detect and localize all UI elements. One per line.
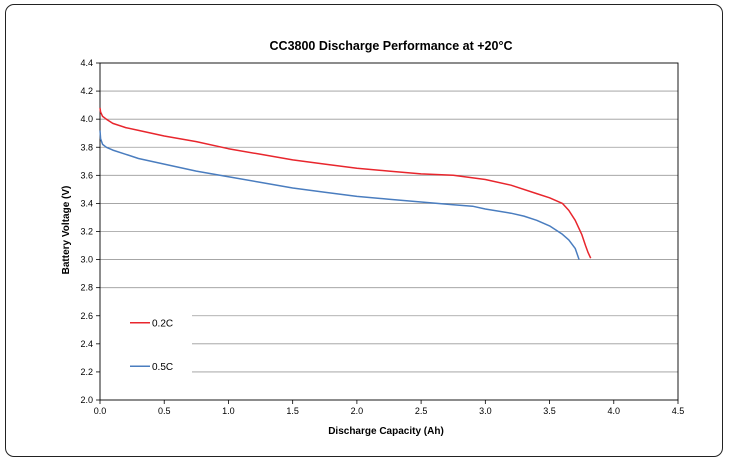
y-tick-label: 2.4 xyxy=(80,339,93,349)
chart-title: CC3800 Discharge Performance at +20°C xyxy=(270,39,513,53)
y-tick-label: 3.6 xyxy=(80,170,93,180)
x-tick-label: 4.5 xyxy=(672,406,685,416)
y-tick-label: 2.8 xyxy=(80,283,93,293)
y-tick-label: 2.6 xyxy=(80,311,93,321)
y-tick-label: 4.4 xyxy=(80,58,93,68)
y-tick-label: 2.2 xyxy=(80,367,93,377)
x-tick-label: 3.5 xyxy=(543,406,556,416)
series-line-0-5c xyxy=(99,130,580,260)
x-tick-label: 4.0 xyxy=(608,406,621,416)
x-tick-label: 2.5 xyxy=(415,406,428,416)
legend-label: 0.2C xyxy=(152,318,173,329)
series-line-0-2c xyxy=(99,107,592,259)
x-tick-label: 1.0 xyxy=(222,406,235,416)
x-tick-label: 2.0 xyxy=(351,406,364,416)
tick-layer: 2.0 2.2 2.4 2.6 2.8 3.0 3.2 3.4 3.6 3.8 4.0 4.2 4.4 0… xyxy=(80,58,684,416)
y-tick-label: 4.0 xyxy=(80,114,93,124)
y-tick-label: 2.0 xyxy=(80,395,93,405)
x-tick-label: 3.0 xyxy=(479,406,492,416)
y-tick-label: 3.2 xyxy=(80,227,93,237)
y-tick-label: 3.0 xyxy=(80,255,93,265)
x-tick-label: 0.5 xyxy=(158,406,171,416)
x-axis-label: Discharge Capacity (Ah) xyxy=(328,426,444,437)
chart-svg: CC3800 Discharge Performance at +20°C 2.… xyxy=(61,39,684,437)
x-tick-label: 1.5 xyxy=(286,406,299,416)
y-tick-label: 3.4 xyxy=(80,198,93,208)
y-tick-label: 4.2 xyxy=(80,86,93,96)
y-tick-label: 3.8 xyxy=(80,142,93,152)
chart-frame: CC3800 Discharge Performance at +20°C 2.… xyxy=(5,4,723,457)
legend: 0.2C 0.5C xyxy=(130,318,173,373)
grid-layer xyxy=(99,62,679,401)
legend-label: 0.5C xyxy=(152,362,173,373)
x-tick-label: 0.0 xyxy=(94,406,107,416)
y-axis-label: Battery Voltage (V) xyxy=(61,186,72,275)
series-layer xyxy=(99,107,592,260)
